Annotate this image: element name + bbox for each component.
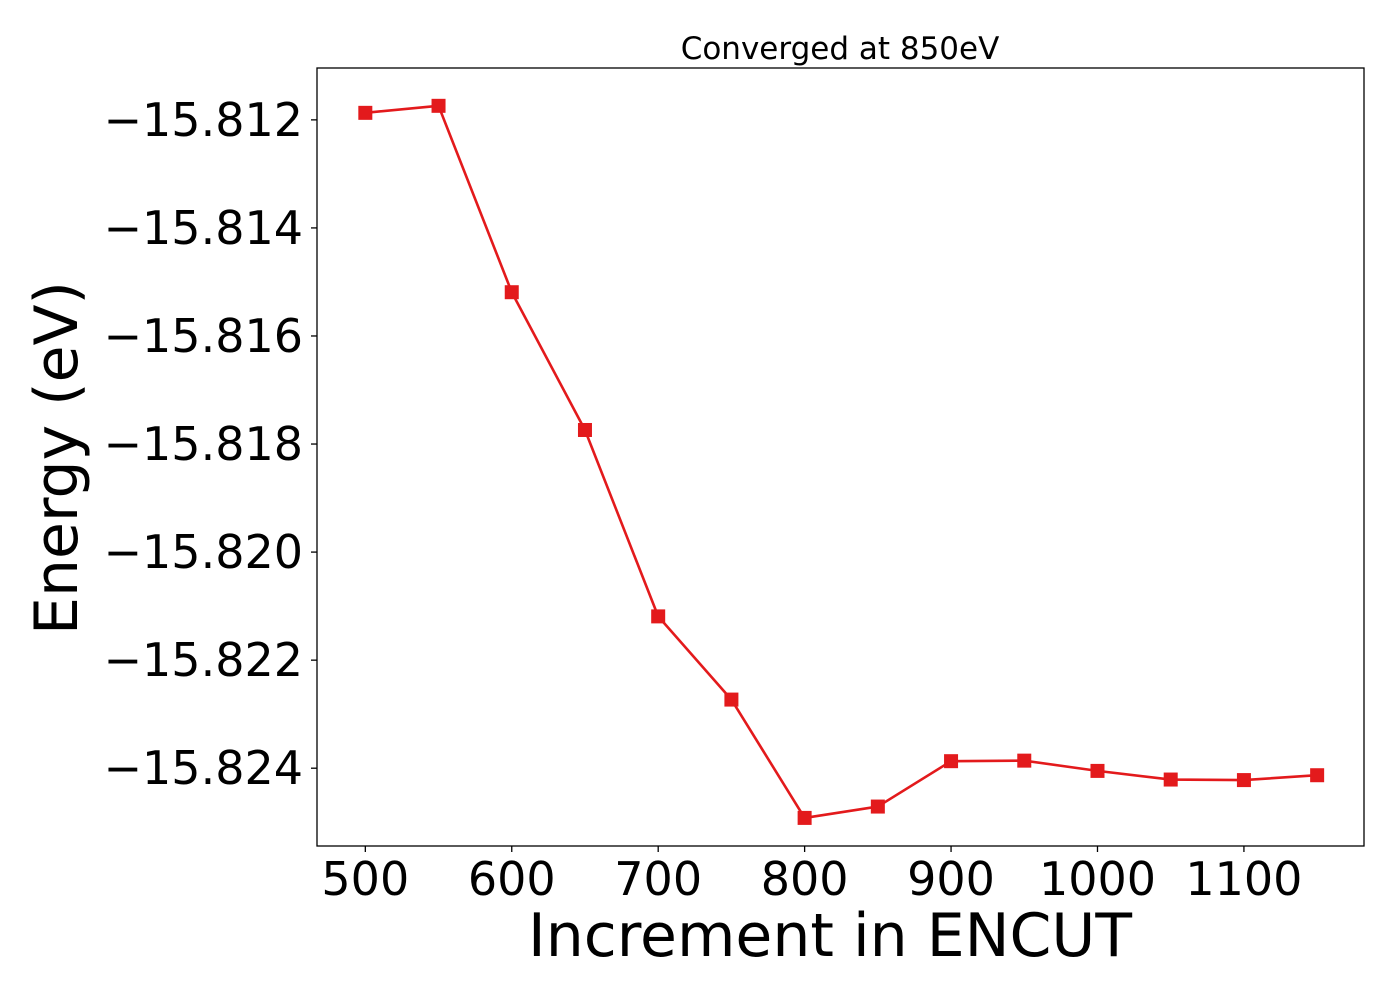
data-point	[1236, 773, 1251, 788]
y-axis: −15.812 −15.814 −15.816 −15.818 −15.820 −15.8…	[104, 93, 317, 795]
x-tick-label: 1100	[1185, 852, 1302, 906]
data-point	[577, 422, 592, 437]
x-tick-label: 900	[907, 852, 995, 906]
data-point	[431, 98, 446, 113]
y-tick-label: −15.814	[104, 201, 304, 255]
data-point	[1163, 772, 1178, 787]
y-axis-label: Energy (eV)	[22, 281, 92, 635]
y-tick-label: −15.818	[104, 417, 304, 471]
data-point	[651, 609, 666, 624]
y-tick-label: −15.812	[104, 93, 304, 147]
plot-frame	[316, 67, 1365, 847]
y-tick-label: −15.824	[104, 741, 304, 795]
data-point	[1017, 753, 1032, 768]
data-point	[1310, 768, 1325, 783]
data-point	[870, 799, 885, 814]
x-tick-label: 800	[761, 852, 849, 906]
chart-title: Converged at 850eV	[681, 31, 1000, 67]
plot-area	[358, 98, 1325, 825]
data-point	[944, 754, 959, 769]
data-point	[358, 105, 373, 120]
x-axis: 500 600 700 800 900 1000 1100	[321, 846, 1302, 906]
x-tick-label: 1000	[1039, 852, 1156, 906]
x-tick-label: 700	[614, 852, 702, 906]
y-tick-label: −15.816	[104, 309, 304, 363]
x-axis-label: Increment in ENCUT	[528, 901, 1132, 971]
data-point	[797, 810, 812, 825]
series-line	[365, 104, 1318, 820]
data-point	[1090, 763, 1105, 778]
y-tick-label: −15.822	[104, 633, 304, 687]
x-tick-label: 600	[468, 852, 556, 906]
data-point	[504, 285, 519, 300]
data-point	[724, 692, 739, 707]
x-tick-label: 500	[321, 852, 409, 906]
y-tick-label: −15.820	[104, 525, 304, 579]
